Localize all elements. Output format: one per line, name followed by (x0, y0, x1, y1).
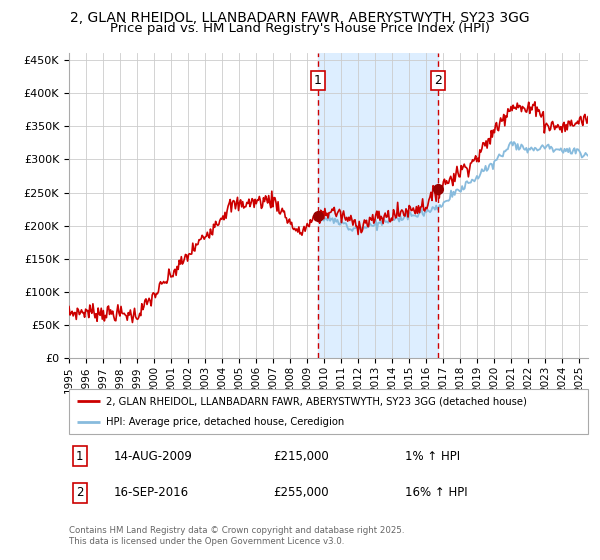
Text: £255,000: £255,000 (273, 486, 329, 500)
Text: £215,000: £215,000 (273, 450, 329, 463)
Text: 1% ↑ HPI: 1% ↑ HPI (405, 450, 460, 463)
Text: 2, GLAN RHEIDOL, LLANBADARN FAWR, ABERYSTWYTH, SY23 3GG (detached house): 2, GLAN RHEIDOL, LLANBADARN FAWR, ABERYS… (106, 396, 527, 407)
Text: 2: 2 (434, 74, 442, 87)
Text: 1: 1 (76, 450, 83, 463)
Text: 2, GLAN RHEIDOL, LLANBADARN FAWR, ABERYSTWYTH, SY23 3GG: 2, GLAN RHEIDOL, LLANBADARN FAWR, ABERYS… (70, 11, 530, 25)
FancyBboxPatch shape (69, 389, 588, 434)
Text: HPI: Average price, detached house, Ceredigion: HPI: Average price, detached house, Cere… (106, 417, 344, 427)
Text: 16-SEP-2016: 16-SEP-2016 (114, 486, 189, 500)
Text: 16% ↑ HPI: 16% ↑ HPI (405, 486, 467, 500)
Text: Price paid vs. HM Land Registry's House Price Index (HPI): Price paid vs. HM Land Registry's House … (110, 22, 490, 35)
Text: 1: 1 (314, 74, 322, 87)
Text: Contains HM Land Registry data © Crown copyright and database right 2025.
This d: Contains HM Land Registry data © Crown c… (69, 526, 404, 546)
Bar (318, 53, 439, 358)
Text: 14-AUG-2009: 14-AUG-2009 (114, 450, 193, 463)
Text: 2: 2 (76, 486, 83, 500)
